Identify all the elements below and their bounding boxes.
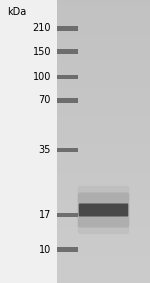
Text: 17: 17 xyxy=(39,210,51,220)
Text: 100: 100 xyxy=(33,72,51,82)
Bar xyxy=(57,213,78,217)
Text: 35: 35 xyxy=(39,145,51,155)
Text: 150: 150 xyxy=(33,46,51,57)
Bar xyxy=(57,75,78,79)
FancyBboxPatch shape xyxy=(78,192,129,228)
Text: 10: 10 xyxy=(39,245,51,255)
Bar xyxy=(57,98,78,103)
Bar xyxy=(57,49,78,54)
FancyBboxPatch shape xyxy=(79,203,128,216)
Bar xyxy=(57,247,78,252)
Text: kDa: kDa xyxy=(8,7,27,17)
Text: 70: 70 xyxy=(39,95,51,106)
Text: 210: 210 xyxy=(33,23,51,33)
FancyBboxPatch shape xyxy=(78,186,129,234)
Bar xyxy=(57,26,78,31)
Bar xyxy=(57,148,78,152)
Bar xyxy=(0,0,57,283)
